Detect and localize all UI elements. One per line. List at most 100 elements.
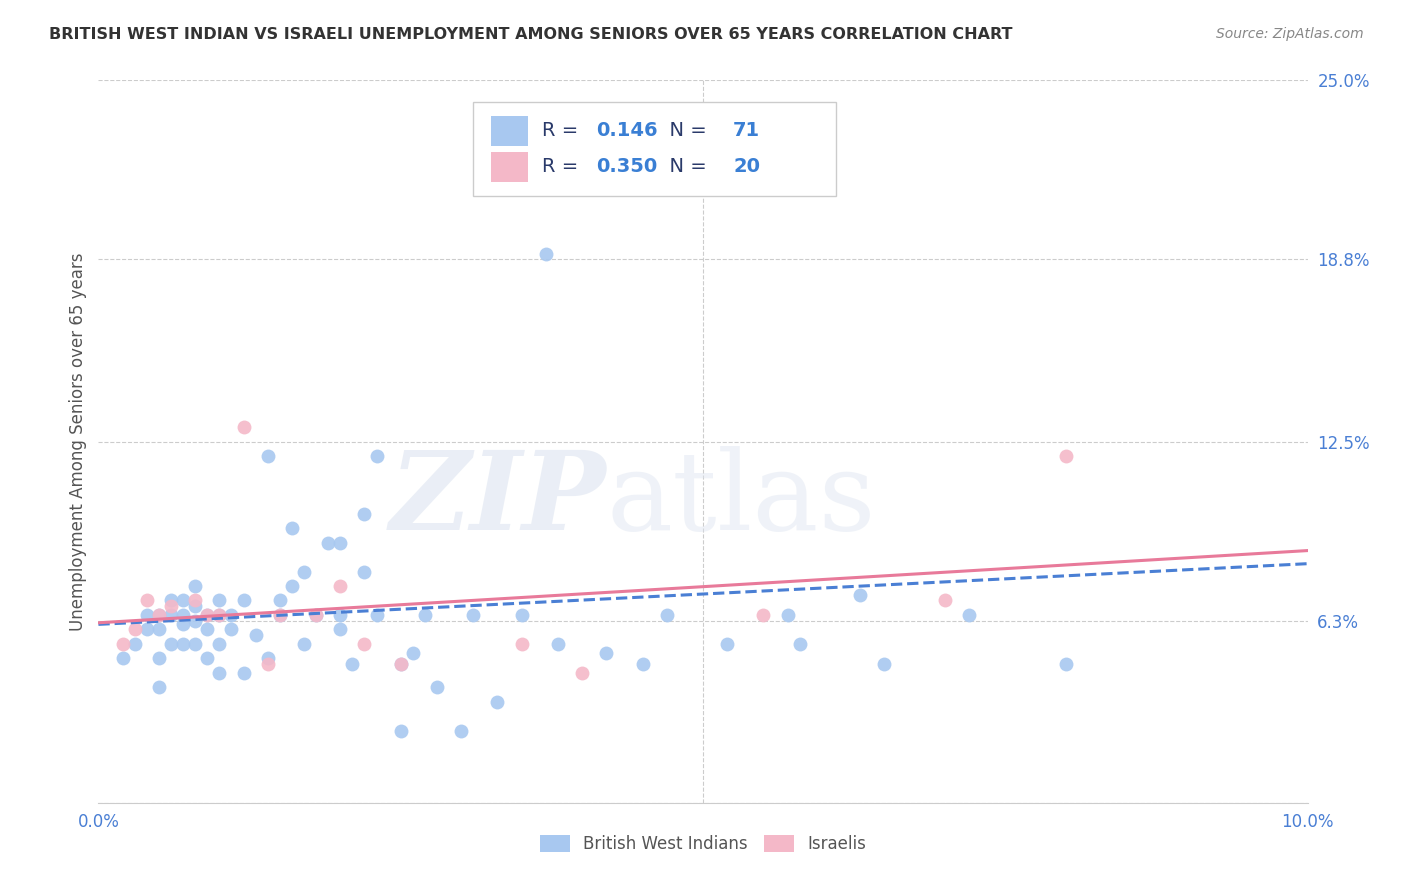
Point bbox=[232, 665, 254, 680]
Point bbox=[353, 507, 375, 521]
Point bbox=[135, 607, 157, 622]
Point bbox=[510, 637, 533, 651]
Point bbox=[172, 637, 194, 651]
Text: ZIP: ZIP bbox=[389, 446, 606, 553]
Point bbox=[124, 623, 146, 637]
Point bbox=[256, 657, 278, 671]
Point bbox=[413, 607, 436, 622]
Point bbox=[463, 607, 485, 622]
Text: R =: R = bbox=[543, 121, 585, 140]
Bar bbox=[492, 152, 527, 182]
Point bbox=[184, 593, 207, 607]
Point bbox=[172, 607, 194, 622]
Point bbox=[269, 607, 291, 622]
Point bbox=[135, 623, 157, 637]
Point bbox=[353, 637, 375, 651]
Point bbox=[510, 607, 533, 622]
Point bbox=[534, 246, 557, 260]
Legend: British West Indians, Israelis: British West Indians, Israelis bbox=[533, 828, 873, 860]
Point bbox=[124, 637, 146, 651]
Point bbox=[148, 607, 170, 622]
Point bbox=[934, 593, 956, 607]
Point bbox=[426, 680, 449, 694]
Point bbox=[716, 637, 738, 651]
Point bbox=[208, 607, 231, 622]
Point bbox=[1054, 657, 1077, 671]
Point bbox=[547, 637, 569, 651]
Text: BRITISH WEST INDIAN VS ISRAELI UNEMPLOYMENT AMONG SENIORS OVER 65 YEARS CORRELAT: BRITISH WEST INDIAN VS ISRAELI UNEMPLOYM… bbox=[49, 27, 1012, 42]
Point bbox=[316, 535, 339, 549]
FancyBboxPatch shape bbox=[474, 102, 837, 196]
Point bbox=[292, 565, 315, 579]
Point bbox=[366, 449, 388, 463]
Point bbox=[160, 599, 183, 614]
Point bbox=[631, 657, 654, 671]
Text: 0.350: 0.350 bbox=[596, 158, 658, 177]
Y-axis label: Unemployment Among Seniors over 65 years: Unemployment Among Seniors over 65 years bbox=[69, 252, 87, 631]
Point bbox=[305, 607, 328, 622]
Point bbox=[195, 623, 218, 637]
Point bbox=[873, 657, 896, 671]
Point bbox=[160, 593, 183, 607]
Point bbox=[329, 623, 352, 637]
Point bbox=[184, 637, 207, 651]
Point bbox=[184, 599, 207, 614]
Text: 20: 20 bbox=[734, 158, 761, 177]
Point bbox=[269, 607, 291, 622]
Bar bbox=[492, 116, 527, 146]
Point bbox=[269, 593, 291, 607]
Point bbox=[221, 607, 243, 622]
Point bbox=[329, 607, 352, 622]
Point bbox=[208, 665, 231, 680]
Point bbox=[256, 449, 278, 463]
Point bbox=[765, 160, 787, 174]
Point bbox=[195, 651, 218, 665]
Point bbox=[1054, 449, 1077, 463]
Point bbox=[329, 579, 352, 593]
Point bbox=[148, 680, 170, 694]
Point bbox=[957, 607, 980, 622]
Point bbox=[184, 579, 207, 593]
Point bbox=[486, 695, 509, 709]
Point bbox=[789, 637, 811, 651]
Point bbox=[148, 607, 170, 622]
Point bbox=[232, 420, 254, 434]
Point bbox=[389, 723, 412, 738]
Text: N =: N = bbox=[657, 121, 713, 140]
Point bbox=[849, 588, 872, 602]
Point bbox=[571, 665, 593, 680]
Text: 0.146: 0.146 bbox=[596, 121, 658, 140]
Text: 71: 71 bbox=[734, 121, 761, 140]
Point bbox=[776, 607, 799, 622]
Point bbox=[402, 646, 425, 660]
Point bbox=[160, 637, 183, 651]
Point bbox=[148, 651, 170, 665]
Point bbox=[172, 616, 194, 631]
Point bbox=[389, 657, 412, 671]
Point bbox=[208, 607, 231, 622]
Text: N =: N = bbox=[657, 158, 713, 177]
Text: Source: ZipAtlas.com: Source: ZipAtlas.com bbox=[1216, 27, 1364, 41]
Point bbox=[281, 579, 304, 593]
Point bbox=[111, 651, 134, 665]
Point bbox=[389, 657, 412, 671]
Text: R =: R = bbox=[543, 158, 585, 177]
Point bbox=[353, 565, 375, 579]
Point bbox=[135, 593, 157, 607]
Point bbox=[245, 628, 267, 642]
Point bbox=[208, 637, 231, 651]
Point bbox=[195, 607, 218, 622]
Point bbox=[184, 614, 207, 628]
Text: atlas: atlas bbox=[606, 446, 876, 553]
Point bbox=[172, 593, 194, 607]
Point bbox=[595, 646, 617, 660]
Point bbox=[221, 623, 243, 637]
Point bbox=[160, 607, 183, 622]
Point bbox=[208, 593, 231, 607]
Point bbox=[752, 607, 775, 622]
Point bbox=[232, 593, 254, 607]
Point bbox=[111, 637, 134, 651]
Point bbox=[342, 657, 364, 671]
Point bbox=[305, 607, 328, 622]
Point bbox=[292, 637, 315, 651]
